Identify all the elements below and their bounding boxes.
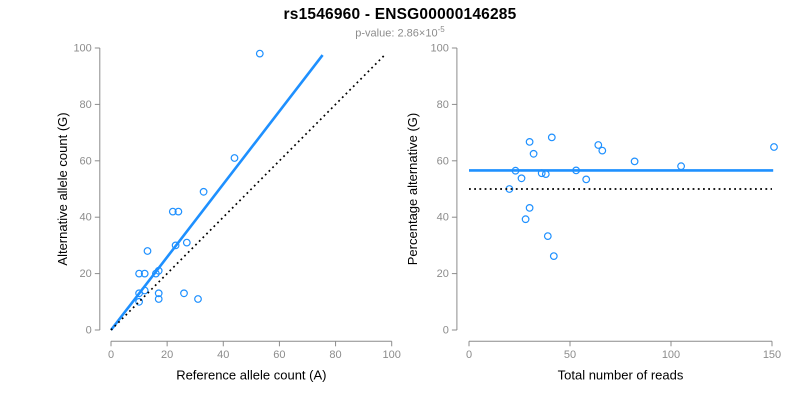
x-tick-label: 40 [217,349,229,361]
data-point [549,252,558,261]
data-point [174,207,183,216]
identity-line [110,54,386,331]
data-point [255,49,264,58]
pvalue-times-ten: ×10 [418,27,438,40]
y-tick-label: 0 [86,325,92,337]
x-axis-title: Total number of reads [558,367,684,382]
y-tick-label: 60 [437,155,449,167]
data-point [770,143,778,151]
data-point [171,241,180,250]
data-point [140,269,149,278]
data-point [182,238,191,247]
pvalue-label: p-value: [355,27,395,40]
data-point [582,175,591,184]
data-point [547,133,556,142]
data-point [199,187,208,196]
data-point [180,289,188,298]
data-point [154,295,163,303]
pvalue-mantissa: 2.86 [397,27,419,40]
data-point [135,289,144,298]
data-point [135,297,144,306]
x-tick-label: 0 [108,349,114,361]
right-scatter-panel: 0 50 100 150 0 20 40 60 80 100 Total number of rea… [405,43,781,383]
y-tick-label: 80 [80,99,92,111]
data-point [168,207,177,216]
x-tick-label: 150 [763,349,781,361]
x-axis-title: Reference allele count (A) [176,367,326,382]
figure-subtitle: p-value: 2.86×10-5 [0,25,800,40]
y-axis-title: Percentage alternative (G) [405,113,420,265]
data-point [677,162,685,171]
data-point [521,215,530,224]
y-tick-label: 80 [437,99,449,111]
data-point [154,289,163,298]
x-tick-label: 0 [466,349,472,361]
y-tick-label: 20 [80,268,92,280]
data-point [594,141,603,149]
data-point [135,269,144,278]
x-tick-label: 60 [273,349,285,361]
x-tick-label: 50 [564,349,576,361]
data-point [517,174,526,183]
figure-title: rs1546960 - ENSG00000146285 [283,6,517,23]
data-point [543,232,552,241]
data-point [525,203,534,212]
data-point [630,157,639,166]
y-axis-title: Alternative allele count (G) [55,112,70,265]
left-scatter-panel: 0 20 40 60 80 100 0 20 40 60 80 100 Reference allele… [55,43,401,383]
y-tick-label: 40 [437,212,449,224]
x-tick-label: 100 [383,349,401,361]
y-tick-label: 0 [443,325,449,337]
data-point [194,295,202,303]
y-tick-label: 100 [73,43,91,55]
fit-line [109,54,324,331]
data-point [143,247,152,255]
data-point [230,154,239,162]
data-point [525,137,534,146]
x-tick-label: 80 [329,349,341,361]
y-tick-label: 100 [431,43,449,55]
y-tick-label: 60 [80,155,92,167]
data-point [598,146,607,155]
x-tick-label: 20 [161,349,173,361]
y-tick-label: 20 [437,268,449,280]
y-tick-label: 40 [80,212,92,224]
x-tick-label: 100 [662,349,680,361]
pvalue-exponent: -5 [437,25,445,34]
data-point [529,149,538,158]
